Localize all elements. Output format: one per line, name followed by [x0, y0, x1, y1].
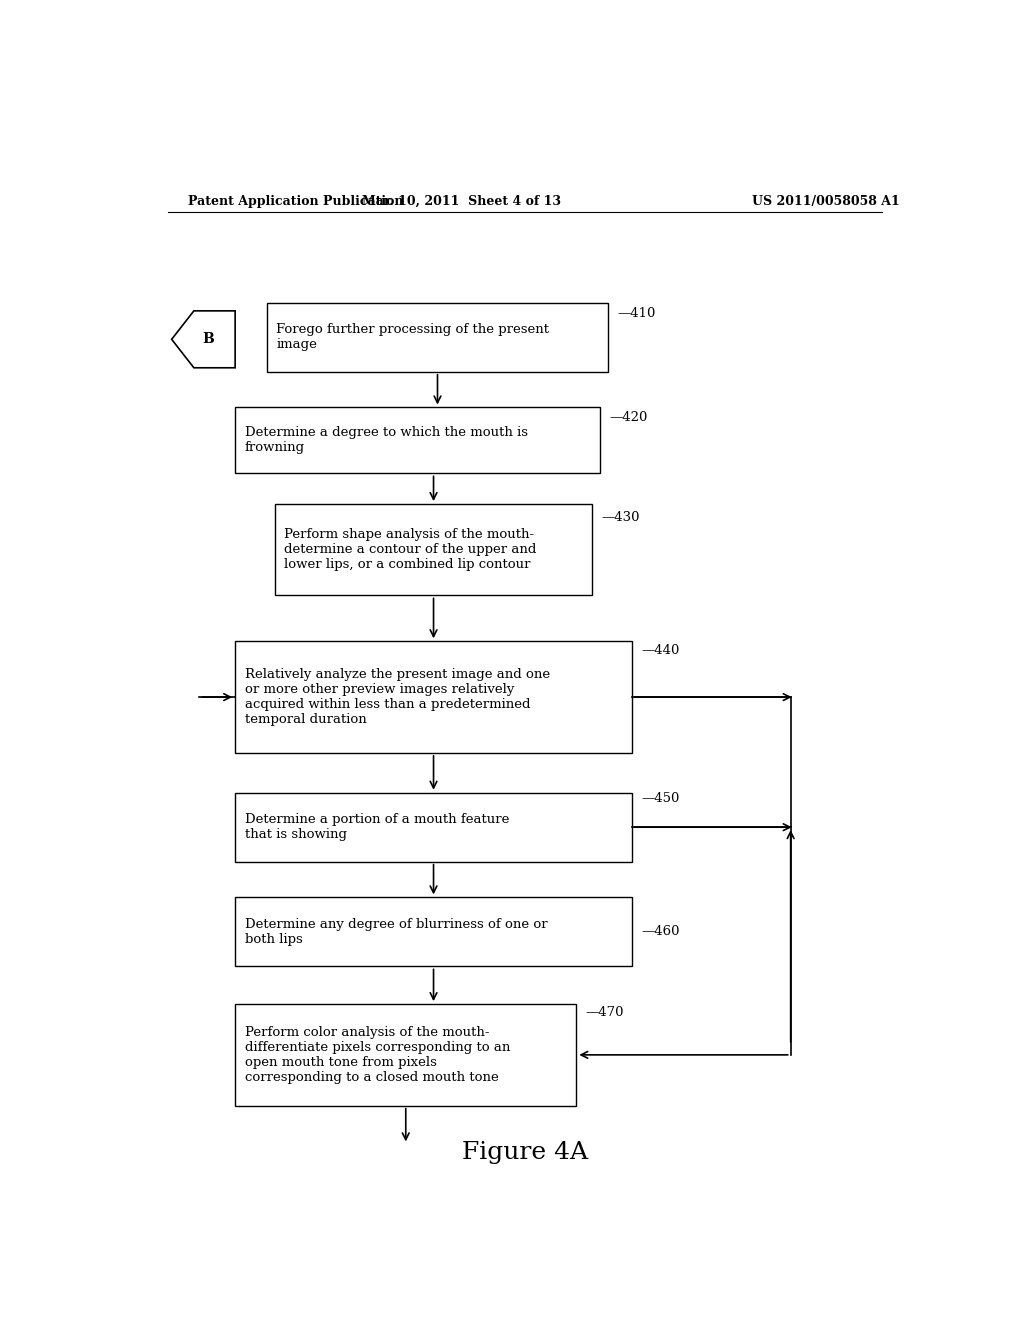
FancyBboxPatch shape: [236, 898, 632, 966]
FancyBboxPatch shape: [236, 408, 600, 474]
Text: —460: —460: [641, 925, 680, 939]
FancyBboxPatch shape: [274, 504, 592, 595]
Text: —420: —420: [609, 411, 648, 424]
Text: Determine a portion of a mouth feature
that is showing: Determine a portion of a mouth feature t…: [245, 813, 509, 841]
Text: Mar. 10, 2011  Sheet 4 of 13: Mar. 10, 2011 Sheet 4 of 13: [361, 194, 561, 207]
Text: Figure 4A: Figure 4A: [462, 1140, 588, 1164]
Text: Patent Application Publication: Patent Application Publication: [187, 194, 403, 207]
FancyBboxPatch shape: [236, 792, 632, 862]
FancyBboxPatch shape: [267, 302, 608, 372]
Text: —410: —410: [617, 306, 656, 319]
FancyBboxPatch shape: [236, 642, 632, 752]
Text: —440: —440: [641, 644, 680, 656]
Text: —450: —450: [641, 792, 680, 805]
Text: Relatively analyze the present image and one
or more other preview images relati: Relatively analyze the present image and…: [245, 668, 550, 726]
Text: B: B: [203, 333, 214, 346]
Text: US 2011/0058058 A1: US 2011/0058058 A1: [753, 194, 900, 207]
Text: —430: —430: [602, 511, 640, 524]
Text: Forego further processing of the present
image: Forego further processing of the present…: [276, 323, 550, 351]
Text: —470: —470: [586, 1006, 625, 1019]
Text: Determine a degree to which the mouth is
frowning: Determine a degree to which the mouth is…: [245, 426, 527, 454]
Text: Perform shape analysis of the mouth-
determine a contour of the upper and
lower : Perform shape analysis of the mouth- det…: [285, 528, 537, 572]
Text: Determine any degree of blurriness of one or
both lips: Determine any degree of blurriness of on…: [245, 917, 547, 946]
FancyBboxPatch shape: [236, 1005, 577, 1106]
Text: Perform color analysis of the mouth-
differentiate pixels corresponding to an
op: Perform color analysis of the mouth- dif…: [245, 1026, 510, 1084]
